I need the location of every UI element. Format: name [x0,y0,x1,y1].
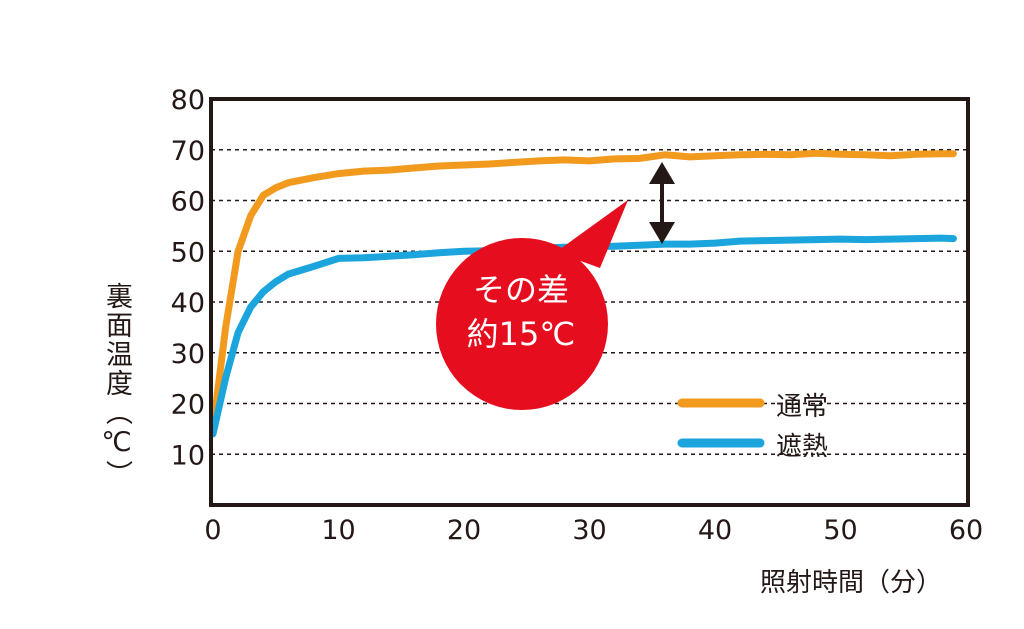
y-tick-label: 70 [171,136,205,167]
y-tick-label: 20 [171,390,205,421]
plot-frame [209,97,970,507]
difference-arrow-head-down [649,222,675,244]
x-axis-label: 照射時間（分） [760,568,943,598]
difference-arrow [649,162,675,244]
y-tick-label: 10 [171,440,205,471]
x-tick-label: 10 [321,515,355,546]
callout-pointer [556,200,628,268]
y-tick-label: 80 [171,85,205,116]
y-tick-labels: 10 20 30 40 50 60 70 80 [171,85,205,471]
y-tick-label: 60 [171,187,205,218]
x-tick-label: 0 [204,515,221,546]
callout-circle [436,238,608,410]
x-tick-label: 60 [949,515,983,546]
callout-line-1: その差 [472,271,569,309]
legend [677,398,765,448]
callout-line-2: 約15℃ [466,315,576,353]
y-axis-label: 裏面温度（℃） [101,282,132,489]
difference-arrow-head-up [649,162,675,184]
series-line-normal [209,149,957,433]
callout-text: その差 約15℃ [436,268,606,356]
x-tick-label: 20 [447,515,481,546]
legend-label-heat-shield: 遮熱 [776,432,829,462]
x-tick-label: 50 [823,515,857,546]
y-tick-label: 40 [171,288,205,319]
x-tick-label: 40 [698,515,732,546]
legend-label-normal: 通常 [776,392,829,422]
x-tick-label: 30 [572,515,606,546]
callout [436,200,628,410]
y-tick-label: 30 [171,339,205,370]
y-tick-label: 50 [171,237,205,268]
x-tick-labels: 0 10 20 30 40 50 60 [204,515,983,546]
